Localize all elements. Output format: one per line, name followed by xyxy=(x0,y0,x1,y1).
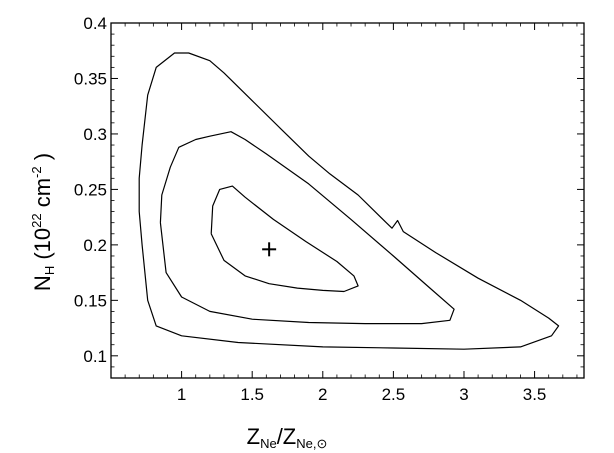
y-label-open: (10 xyxy=(30,228,55,266)
y-tick-label: 0.3 xyxy=(83,125,107,144)
x-tick-label: 1 xyxy=(177,385,186,404)
y-tick-label: 0.35 xyxy=(74,69,107,88)
x-tick-label: 1.5 xyxy=(240,385,264,404)
contour-inner xyxy=(210,185,359,293)
svg-text:ZNe/ZNe,⊙: ZNe/ZNe,⊙ xyxy=(247,424,328,451)
x-label-sep: /Z xyxy=(277,424,297,449)
plot-frame xyxy=(110,22,585,379)
contour-outer xyxy=(138,52,560,350)
x-tick-label: 2.5 xyxy=(382,385,406,404)
svg-text:NH (1022 cm-2 ): NH (1022 cm-2 ) xyxy=(29,153,57,291)
y-tick-label: 0.2 xyxy=(83,236,107,255)
y-tick-label: 0.1 xyxy=(83,347,107,366)
x-tick-label: 3 xyxy=(459,385,468,404)
x-axis-label: ZNe/ZNe,⊙ xyxy=(247,424,328,451)
contour-middle xyxy=(159,131,455,325)
y-label-exp1: 22 xyxy=(29,213,44,227)
y-axis-label: NH (1022 cm-2 ) xyxy=(29,153,57,291)
y-label-close: ) xyxy=(30,153,55,166)
x-label-sub1: Ne xyxy=(260,436,277,451)
y-tick-label: 0.4 xyxy=(83,14,107,33)
y-label-exp2: -2 xyxy=(29,166,44,178)
y-tick-label: 0.25 xyxy=(74,180,107,199)
y-label-unit: cm xyxy=(30,178,55,213)
y-label-sub: H xyxy=(42,266,57,275)
x-label-sub2: Ne,⊙ xyxy=(296,436,327,451)
y-tick-label: 0.15 xyxy=(74,291,107,310)
x-label-main: Z xyxy=(247,424,260,449)
y-label-main: N xyxy=(30,275,55,291)
x-tick-label: 3.5 xyxy=(523,385,547,404)
x-tick-label: 2 xyxy=(318,385,327,404)
